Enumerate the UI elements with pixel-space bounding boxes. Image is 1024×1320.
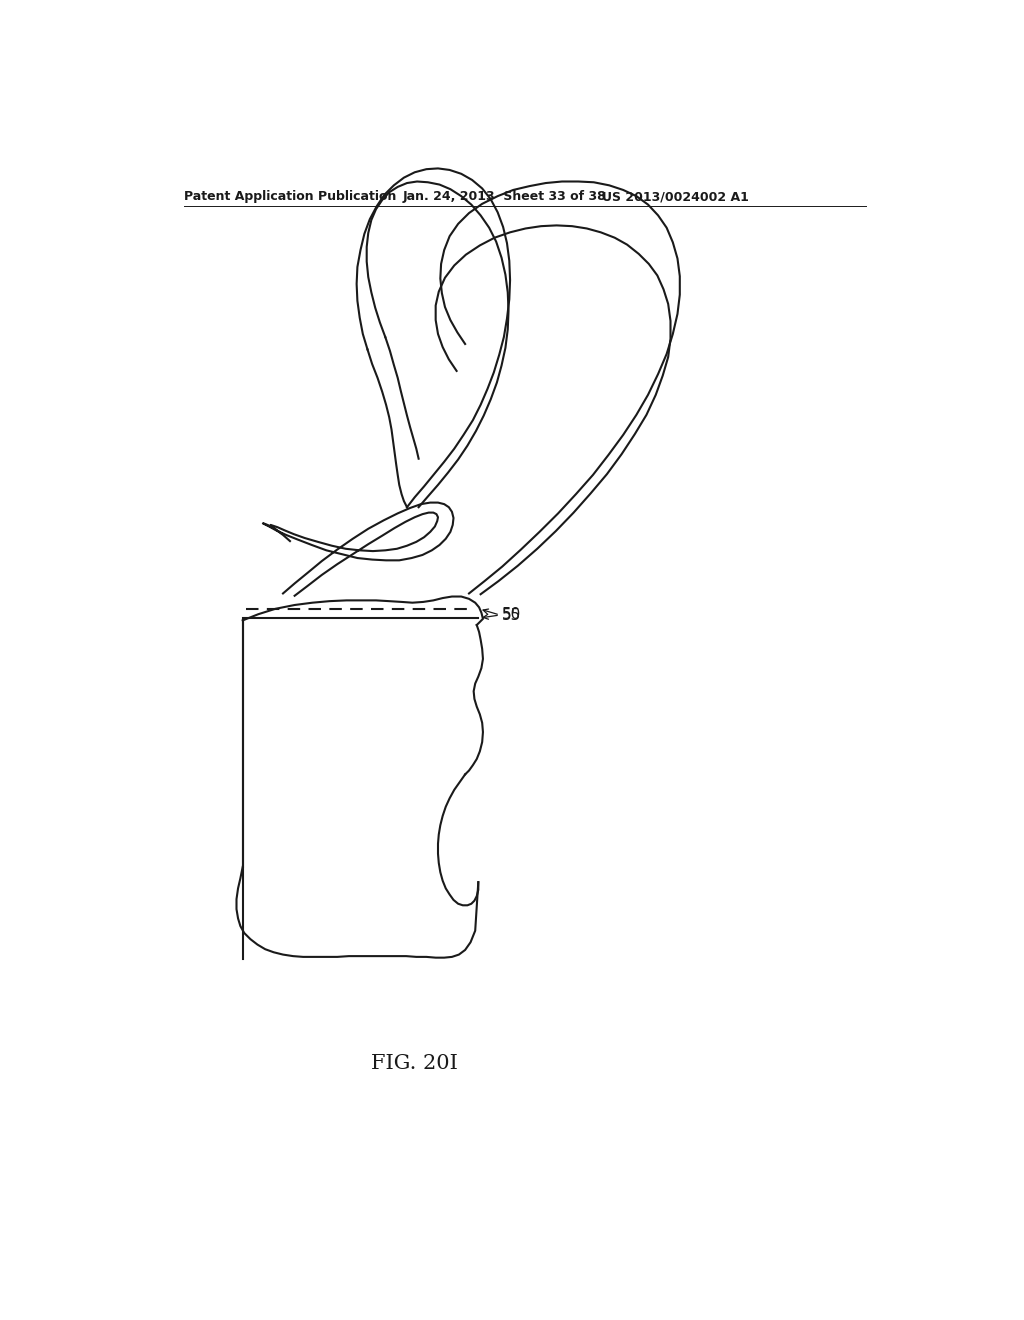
Text: Patent Application Publication: Patent Application Publication: [183, 190, 396, 203]
Text: US 2013/0024002 A1: US 2013/0024002 A1: [602, 190, 750, 203]
Text: Jan. 24, 2013  Sheet 33 of 38: Jan. 24, 2013 Sheet 33 of 38: [403, 190, 607, 203]
Text: 55: 55: [502, 609, 521, 623]
Text: FIG. 20I: FIG. 20I: [372, 1053, 458, 1073]
Text: 50: 50: [502, 607, 521, 622]
